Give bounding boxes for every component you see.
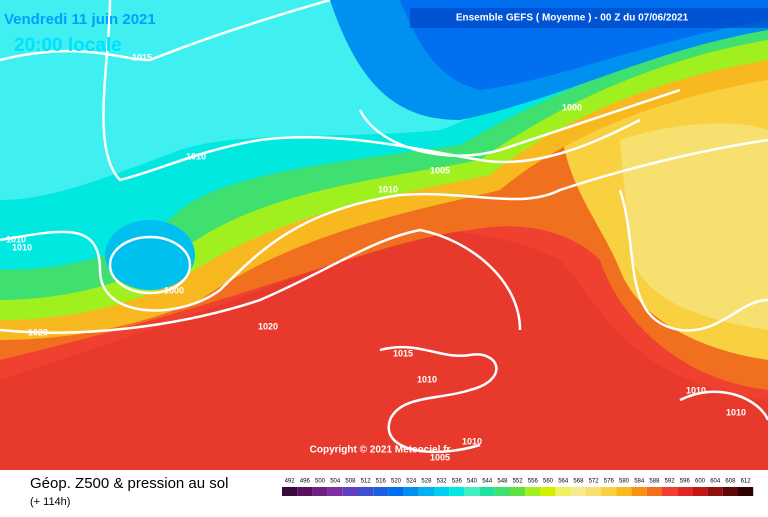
- legend-label: 588: [649, 479, 660, 485]
- legend-label: 572: [589, 479, 600, 485]
- legend-label: 520: [391, 479, 402, 485]
- isobar-label: 1000: [562, 102, 582, 112]
- legend-swatch: [555, 487, 571, 496]
- isobar-label: 1015: [393, 348, 413, 358]
- legend-label: 568: [573, 479, 584, 485]
- legend-swatch: [646, 487, 662, 496]
- zone-red: [0, 231, 768, 470]
- zone-lightyellow: [620, 123, 768, 330]
- legend-label: 608: [725, 479, 736, 485]
- isobar-label: 1005: [430, 452, 450, 462]
- isobars: [0, 0, 768, 454]
- legend-swatch: [540, 487, 556, 496]
- legend-swatch: [570, 487, 586, 496]
- legend-label: 564: [558, 479, 569, 485]
- legend-swatch: [373, 487, 389, 496]
- date-label: Vendredi 11 juin 2021: [4, 11, 156, 28]
- legend-label: 504: [330, 479, 341, 485]
- legend-label: 548: [497, 479, 508, 485]
- legend-label: 492: [285, 479, 296, 485]
- isobar-label: 1000: [164, 285, 184, 295]
- legend-swatch: [312, 487, 328, 496]
- legend-label: 576: [604, 479, 615, 485]
- legend-swatch: [403, 487, 419, 496]
- legend-swatch: [692, 487, 708, 496]
- legend-label: 516: [376, 479, 387, 485]
- footer-lead: (+ 114h): [30, 496, 70, 508]
- legend-label: 552: [513, 479, 524, 485]
- legend-label: 512: [361, 479, 372, 485]
- legend-swatch: [662, 487, 678, 496]
- isobar-label: 1020: [258, 321, 278, 331]
- isobar-label: 1010: [186, 151, 206, 161]
- legend-swatch: [722, 487, 738, 496]
- legend-swatch: [479, 487, 495, 496]
- legend-label: 540: [467, 479, 478, 485]
- legend-label: 584: [634, 479, 645, 485]
- isobar-label: 1010: [417, 374, 437, 384]
- isobar-label: 1005: [430, 165, 450, 175]
- legend-swatch: [282, 487, 298, 496]
- isobar-label: 1010: [12, 242, 32, 252]
- legend-label: 536: [452, 479, 463, 485]
- legend-swatch: [738, 487, 754, 496]
- legend-label: 604: [710, 479, 721, 485]
- legend-swatch: [418, 487, 434, 496]
- legend-swatch: [525, 487, 541, 496]
- legend-swatch: [601, 487, 617, 496]
- legend-label: 544: [482, 479, 493, 485]
- legend-label: 612: [741, 479, 752, 485]
- legend-label: 580: [619, 479, 630, 485]
- isobar-label: 1010: [6, 234, 26, 244]
- isobar-label: 1010: [686, 385, 706, 395]
- isobar-label: 1015: [132, 52, 152, 62]
- legend-label: 528: [421, 479, 432, 485]
- isobar-label: 1020: [28, 327, 48, 337]
- legend-label: 500: [315, 479, 326, 485]
- isobar-label: 1010: [378, 184, 398, 194]
- legend-swatch: [434, 487, 450, 496]
- model-banner: [410, 8, 768, 28]
- legend-label: 524: [406, 479, 417, 485]
- legend-swatch: [464, 487, 480, 496]
- legend-label: 532: [437, 479, 448, 485]
- legend-swatch: [631, 487, 647, 496]
- legend-swatch: [586, 487, 602, 496]
- legend-swatch: [510, 487, 526, 496]
- legend-swatch: [494, 487, 510, 496]
- legend-label: 600: [695, 479, 706, 485]
- isobar-label: 1010: [726, 407, 746, 417]
- legend-swatch: [358, 487, 374, 496]
- legend-swatch: [616, 487, 632, 496]
- footer-title: Géop. Z500 & pression au sol: [30, 475, 228, 492]
- model-label: Ensemble GEFS ( Moyenne ) - 00 Z du 07/0…: [456, 13, 689, 24]
- legend-label: 496: [300, 479, 311, 485]
- legend-swatch: [388, 487, 404, 496]
- legend-label: 556: [528, 479, 539, 485]
- legend-swatch: [707, 487, 723, 496]
- legend-swatch: [677, 487, 693, 496]
- legend-swatch: [449, 487, 465, 496]
- legend-label: 508: [345, 479, 356, 485]
- legend-swatch: [342, 487, 358, 496]
- legend-label: 596: [680, 479, 691, 485]
- low-cell: [105, 220, 195, 290]
- legend-swatch: [297, 487, 313, 496]
- legend-swatch: [327, 487, 343, 496]
- time-label: 20:00 locale: [14, 35, 122, 56]
- legend-label: 560: [543, 479, 554, 485]
- legend-label: 592: [665, 479, 676, 485]
- copyright: Copyright © 2021 Meteociel.fr: [310, 445, 451, 456]
- isobar-label: 1010: [462, 436, 482, 446]
